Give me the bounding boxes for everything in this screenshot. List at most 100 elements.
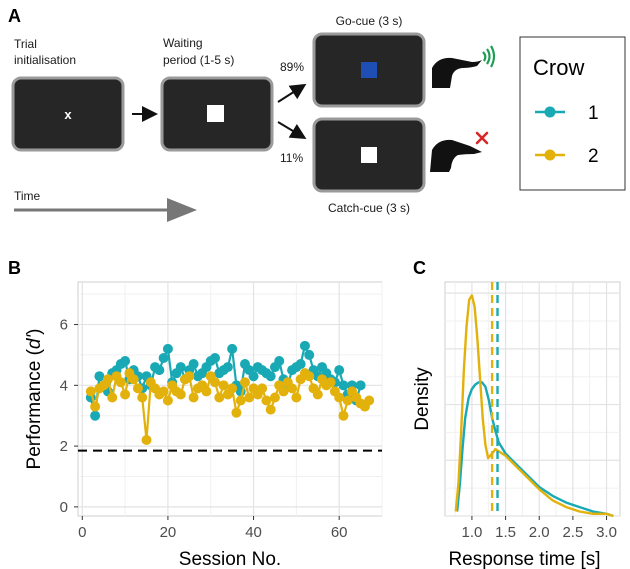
data-point-crow-1 xyxy=(188,359,199,370)
data-point-crow-2 xyxy=(115,377,126,388)
data-point-crow-1 xyxy=(227,343,238,354)
time-label: Time xyxy=(14,189,41,203)
y-axis-title: Density xyxy=(412,367,433,431)
legend-label-1: 1 xyxy=(588,103,599,124)
data-point-crow-1 xyxy=(175,362,186,373)
waiting-label-line2: period (1-5 s) xyxy=(163,53,234,67)
density-curve-crow-2 xyxy=(454,294,614,518)
x-tick-label: 3.0 xyxy=(596,524,617,541)
pct-catch: 11% xyxy=(280,151,303,165)
data-point-crow-2 xyxy=(120,389,131,400)
data-point-crow-2 xyxy=(265,404,276,415)
data-point-crow-1 xyxy=(295,359,306,370)
data-point-crow-2 xyxy=(128,374,139,385)
data-point-crow-2 xyxy=(334,392,345,403)
data-point-crow-1 xyxy=(222,362,233,373)
panel-b-letter: B xyxy=(8,258,21,278)
data-point-crow-2 xyxy=(184,371,195,382)
data-point-crow-2 xyxy=(175,389,186,400)
trial-label-line1: Trial xyxy=(14,37,37,51)
data-point-crow-2 xyxy=(325,377,336,388)
data-point-crow-2 xyxy=(218,380,229,391)
data-point-crow-2 xyxy=(312,389,323,400)
data-point-crow-2 xyxy=(210,377,221,388)
data-point-crow-1 xyxy=(274,356,285,367)
crow-go-icon xyxy=(432,45,496,88)
x-tick-label: 0 xyxy=(78,524,86,541)
data-point-crow-1 xyxy=(248,371,259,382)
x-tick-label: 2.5 xyxy=(562,524,583,541)
data-point-crow-2 xyxy=(85,386,96,397)
data-point-crow-2 xyxy=(158,386,169,397)
data-point-crow-2 xyxy=(90,401,101,412)
panel-a-letter: A xyxy=(8,6,21,26)
y-tick-label: 0 xyxy=(60,499,68,516)
data-point-crow-1 xyxy=(94,371,105,382)
go-cue-label: Go-cue (3 s) xyxy=(336,14,403,28)
data-point-crow-1 xyxy=(355,380,366,391)
pct-go: 89% xyxy=(280,60,304,74)
data-point-crow-2 xyxy=(132,383,143,394)
y-tick-label: 2 xyxy=(60,438,68,455)
density-curve-crow-1 xyxy=(455,381,614,518)
data-point-crow-2 xyxy=(278,386,289,397)
x-tick-label: 1.0 xyxy=(461,524,482,541)
data-point-crow-2 xyxy=(364,395,375,406)
data-point-crow-2 xyxy=(162,395,173,406)
panel-c-letter: C xyxy=(413,258,426,278)
data-point-crow-2 xyxy=(107,392,118,403)
response-time-density-plot: 1.0 1.5 2.0 2.5 3.0 Response time [s] Density xyxy=(412,281,621,569)
legend-label-2: 2 xyxy=(588,146,599,167)
data-point-crow-1 xyxy=(338,380,349,391)
data-point-crow-2 xyxy=(239,377,250,388)
data-point-crow-1 xyxy=(90,410,101,421)
data-point-crow-2 xyxy=(141,435,152,446)
legend-box xyxy=(519,36,626,191)
legend-title: Crow xyxy=(533,55,584,80)
data-point-crow-1 xyxy=(304,349,315,360)
data-point-crow-1 xyxy=(299,340,310,351)
crow-catch-icon xyxy=(430,131,489,172)
data-point-crow-1 xyxy=(265,371,276,382)
data-point-crow-2 xyxy=(214,392,225,403)
data-point-crow-1 xyxy=(154,365,165,376)
data-point-crow-2 xyxy=(257,383,268,394)
y-tick-label: 6 xyxy=(60,317,68,334)
data-point-crow-2 xyxy=(291,392,302,403)
legend-marker-1 xyxy=(544,106,556,118)
data-point-crow-2 xyxy=(304,371,315,382)
data-point-crow-2 xyxy=(261,395,272,406)
catch-white-square xyxy=(361,147,377,163)
performance-plot: 0 20 40 60 0 2 4 6 Session No. Performance (d') xyxy=(24,281,383,569)
plot-b-background xyxy=(77,281,383,517)
y-tick-label: 4 xyxy=(60,377,68,394)
go-blue-square xyxy=(361,62,377,78)
trial-label-line2: initialisation xyxy=(14,53,76,67)
legend: Crow 1 2 xyxy=(519,36,626,191)
data-point-crow-2 xyxy=(338,410,349,421)
data-point-crow-2 xyxy=(102,374,113,385)
waiting-white-square xyxy=(207,105,224,122)
data-point-crow-1 xyxy=(120,356,131,367)
x-axis-title: Response time [s] xyxy=(448,549,600,569)
x-tick-label: 60 xyxy=(331,524,348,541)
data-point-crow-1 xyxy=(162,343,173,354)
x-tick-label: 1.5 xyxy=(495,524,516,541)
data-point-crow-2 xyxy=(137,392,148,403)
data-point-crow-2 xyxy=(201,386,212,397)
x-tick-label: 20 xyxy=(160,524,177,541)
data-point-crow-1 xyxy=(334,365,345,376)
data-point-crow-2 xyxy=(342,395,353,406)
arrow-to-catch xyxy=(277,121,307,140)
y-axis-title: Performance (d') xyxy=(24,329,45,470)
fixation-symbol: x xyxy=(64,107,72,122)
data-point-crow-2 xyxy=(287,383,298,394)
x-axis-title: Session No. xyxy=(179,549,281,569)
data-point-crow-2 xyxy=(188,392,199,403)
data-point-crow-2 xyxy=(227,383,238,394)
data-point-crow-2 xyxy=(244,392,255,403)
waiting-label-line1: Waiting xyxy=(163,36,203,50)
legend-marker-2 xyxy=(544,149,556,161)
data-point-crow-2 xyxy=(235,395,246,406)
